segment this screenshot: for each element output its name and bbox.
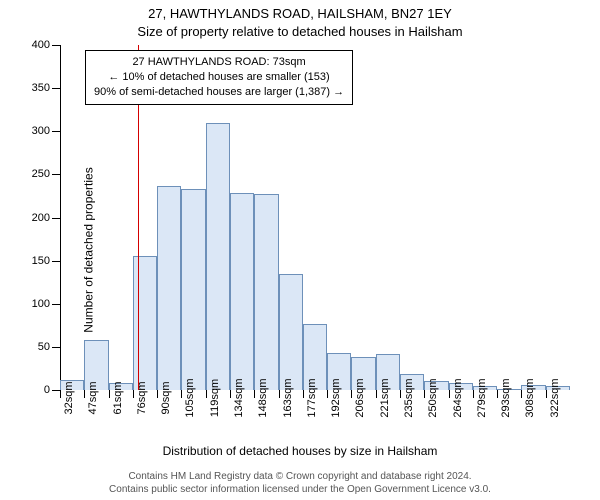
x-tick — [327, 390, 328, 398]
y-tick-label: 150 — [32, 255, 50, 267]
chart-title-line1: 27, HAWTHYLANDS ROAD, HAILSHAM, BN27 1EY — [0, 6, 600, 21]
x-tick-label: 163sqm — [282, 378, 294, 417]
y-tick-label: 0 — [44, 384, 50, 396]
x-tick — [181, 390, 182, 398]
footer-line1: Contains HM Land Registry data © Crown c… — [0, 471, 600, 484]
info-box-line3: 90% of semi-detached houses are larger (… — [94, 85, 344, 100]
histogram-bar — [254, 194, 278, 390]
y-tick — [52, 304, 60, 305]
y-tick-label: 400 — [32, 39, 50, 51]
y-tick — [52, 88, 60, 89]
x-tick-label: 61sqm — [112, 381, 124, 414]
chart-title-line2: Size of property relative to detached ho… — [0, 24, 600, 39]
x-tick-label: 32sqm — [63, 381, 75, 414]
x-tick — [206, 390, 207, 398]
histogram-bar — [181, 189, 205, 390]
x-tick — [84, 390, 85, 398]
y-tick — [52, 261, 60, 262]
x-tick — [449, 390, 450, 398]
x-tick-label: 206sqm — [354, 378, 366, 417]
x-tick-label: 90sqm — [160, 381, 172, 414]
x-tick — [497, 390, 498, 398]
x-tick-label: 148sqm — [257, 378, 269, 417]
x-tick-label: 279sqm — [476, 378, 488, 417]
x-tick — [303, 390, 304, 398]
y-tick-label: 250 — [32, 168, 50, 180]
x-tick — [157, 390, 158, 398]
x-tick — [279, 390, 280, 398]
x-tick-label: 47sqm — [87, 381, 99, 414]
x-tick — [254, 390, 255, 398]
x-tick-label: 264sqm — [452, 378, 464, 417]
x-tick-label: 134sqm — [233, 378, 245, 417]
x-tick-label: 293sqm — [500, 378, 512, 417]
histogram-bar — [279, 274, 303, 390]
x-tick — [376, 390, 377, 398]
x-tick — [109, 390, 110, 398]
x-tick-label: 250sqm — [427, 378, 439, 417]
x-tick-label: 177sqm — [306, 378, 318, 417]
x-tick — [546, 390, 547, 398]
y-tick — [52, 218, 60, 219]
x-tick-label: 221sqm — [379, 378, 391, 417]
x-tick — [521, 390, 522, 398]
x-tick-label: 322sqm — [549, 378, 561, 417]
histogram-bar — [133, 256, 157, 390]
chart-container: 27, HAWTHYLANDS ROAD, HAILSHAM, BN27 1EY… — [0, 0, 600, 500]
info-box: 27 HAWTHYLANDS ROAD: 73sqm ← 10% of deta… — [85, 50, 353, 105]
x-tick — [351, 390, 352, 398]
y-tick-label: 350 — [32, 82, 50, 94]
x-tick-label: 105sqm — [184, 378, 196, 417]
y-tick-label: 200 — [32, 212, 50, 224]
histogram-bar — [157, 186, 181, 390]
x-tick-label: 192sqm — [330, 378, 342, 417]
y-tick-label: 50 — [38, 341, 50, 353]
x-tick — [230, 390, 231, 398]
footer-line2: Contains public sector information licen… — [0, 484, 600, 497]
x-tick-label: 235sqm — [403, 378, 415, 417]
y-tick — [52, 390, 60, 391]
x-tick — [473, 390, 474, 398]
x-tick — [400, 390, 401, 398]
histogram-bar — [230, 193, 254, 391]
footer: Contains HM Land Registry data © Crown c… — [0, 471, 600, 496]
y-tick — [52, 45, 60, 46]
info-box-line1: 27 HAWTHYLANDS ROAD: 73sqm — [94, 55, 344, 70]
histogram-bar — [206, 123, 230, 390]
x-axis-label: Distribution of detached houses by size … — [0, 444, 600, 458]
y-tick-label: 100 — [32, 298, 50, 310]
y-tick — [52, 347, 60, 348]
x-tick — [133, 390, 134, 398]
x-tick — [424, 390, 425, 398]
x-tick — [60, 390, 61, 398]
x-tick-label: 308sqm — [524, 378, 536, 417]
info-box-line2: ← 10% of detached houses are smaller (15… — [94, 70, 344, 85]
y-tick — [52, 174, 60, 175]
y-tick — [52, 131, 60, 132]
y-tick-label: 300 — [32, 125, 50, 137]
x-tick-label: 119sqm — [209, 379, 221, 417]
